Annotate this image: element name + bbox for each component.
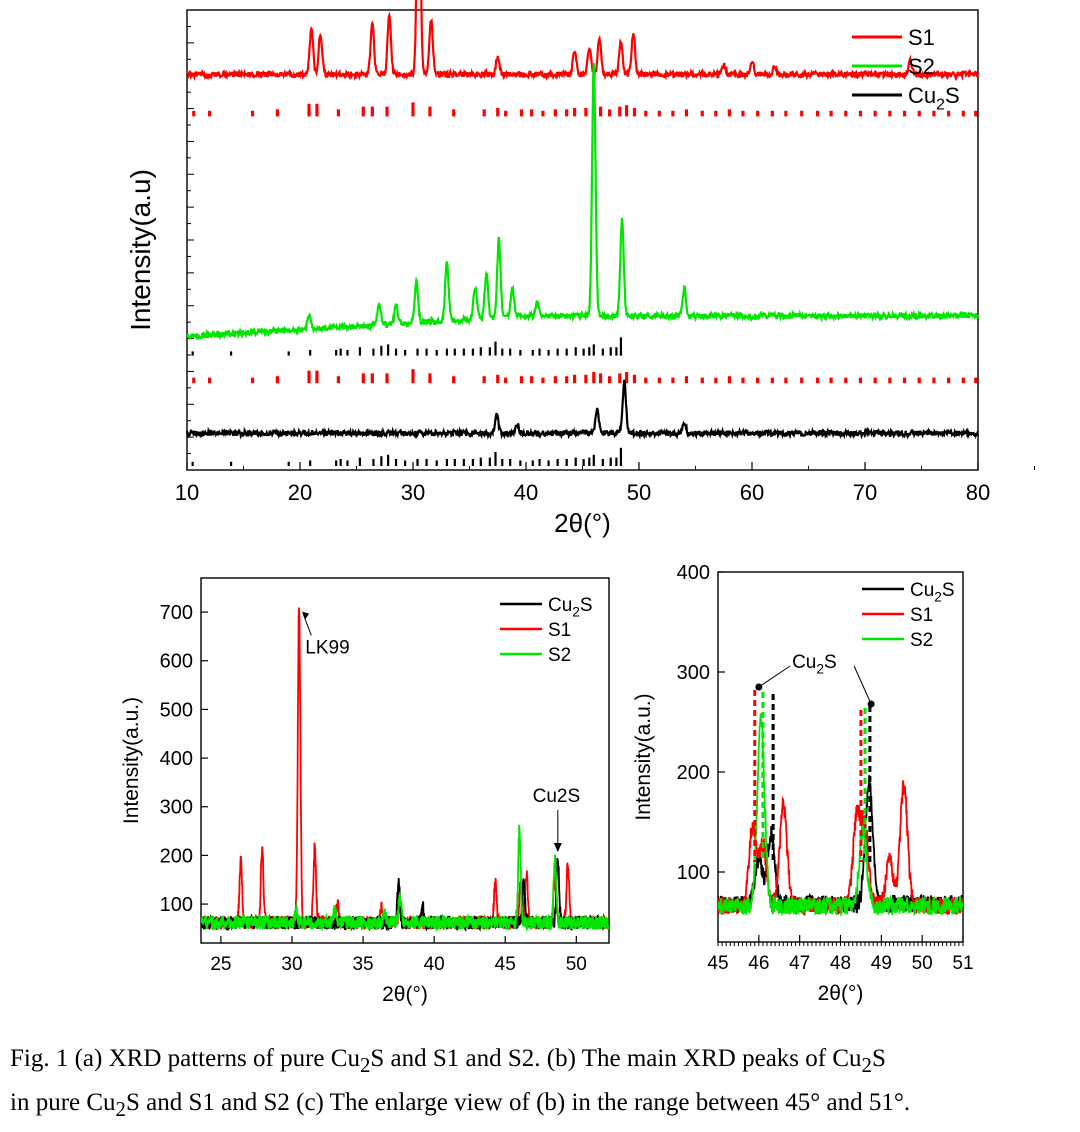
annotation-label-lk99: LK99 — [305, 637, 349, 658]
caption-sub-2: 2 — [861, 1053, 872, 1077]
series-line-S2 — [186, 62, 980, 341]
x-tick-label: 40 — [514, 480, 538, 505]
legend-label-S1: S1 — [910, 605, 933, 626]
series-line-Cu2S — [185, 379, 980, 440]
legend-label-S2: S2 — [908, 54, 935, 79]
x-tick-label: 47 — [789, 953, 810, 974]
x-axis-title: 2θ(°) — [382, 983, 428, 1006]
y-axis-title: Intensity(a.u.) — [120, 697, 143, 824]
caption-text-3: S — [871, 1045, 886, 1072]
x-tick-label: 10 — [175, 480, 199, 505]
caption-text-2: S and S1 and S2. (b) The main XRD peaks … — [370, 1045, 862, 1072]
caption-text-4: in pure Cu — [10, 1089, 116, 1116]
x-axis-title: 2θ(°) — [818, 982, 864, 1005]
x-tick-label: 46 — [748, 953, 769, 974]
y-tick-label: 400 — [677, 562, 710, 584]
annotation-label-cu2s: Cu2S — [792, 652, 837, 677]
series-line-S2 — [201, 824, 609, 933]
y-tick-label: 100 — [677, 862, 710, 884]
legend-label-S2: S2 — [910, 630, 933, 651]
y-tick-label: 300 — [677, 662, 710, 684]
x-tick-label: 35 — [352, 954, 373, 975]
y-axis-title: Intensity(a.u) — [125, 169, 156, 331]
x-tick-label: 49 — [871, 953, 892, 974]
annotation-arrow-0 — [758, 665, 791, 688]
annotation-arrow-1 — [853, 665, 872, 705]
annotation-arrowhead-lk99 — [302, 611, 310, 620]
x-tick-label: 50 — [912, 953, 933, 974]
x-tick-label: 30 — [281, 954, 302, 975]
y-tick-label: 300 — [160, 797, 193, 819]
y-tick-label: 200 — [160, 845, 193, 867]
plot-frame — [200, 577, 610, 944]
panel-a-xrd-patterns: 10 20 30 40 50 60 70 80 2θ(°) Intensity(a.u) S1 S2 C… — [125, 0, 1035, 538]
legend-label-Cu2S: Cu2S — [908, 83, 960, 114]
y-tick-label: 400 — [160, 748, 193, 770]
x-tick-label: 80 — [966, 480, 990, 505]
legend-label-S1: S1 — [908, 25, 935, 50]
caption-text-5: S and S1 and S2 (c) The enlarge view of … — [125, 1089, 911, 1116]
plot-frame — [186, 9, 979, 471]
caption-sub-3: 2 — [115, 1097, 126, 1121]
y-axis-title: Intensity(a.u.) — [632, 693, 655, 820]
y-tick-label: 100 — [160, 894, 193, 916]
x-tick-label: 25 — [210, 954, 231, 975]
x-tick-label: 30 — [401, 480, 425, 505]
x-tick-label: 45 — [495, 954, 516, 975]
caption-sub-1: 2 — [359, 1053, 371, 1077]
annotation-label-cu2s: Cu2S — [533, 786, 581, 807]
legend-label-S2: S2 — [548, 645, 571, 666]
panel-b-main-peaks: 100 200 300 400 500 600 700 25 30 35 40 45 50 2θ(°) In… — [120, 577, 610, 1006]
legend-label-Cu2S: Cu2S — [910, 580, 955, 605]
y-tick-label: 700 — [160, 602, 193, 624]
x-tick-label: 60 — [740, 480, 764, 505]
annotation-arrowhead-cu2s — [553, 842, 562, 852]
legend-label-Cu2S: Cu2S — [548, 595, 593, 620]
x-tick-label: 51 — [952, 953, 973, 974]
series-line-S1 — [186, 0, 979, 82]
annotation-arrowhead-1 — [867, 700, 875, 708]
x-tick-label: 50 — [566, 954, 587, 975]
panel-c-enlarged-view: 100 200 300 400 45 46 47 48 49 50 51 2θ(°) Intensity… — [632, 562, 974, 1005]
y-tick-label: 600 — [160, 651, 193, 673]
y-tick-label: 200 — [677, 762, 710, 784]
x-tick-label: 70 — [853, 480, 877, 505]
figure-caption: Fig. 1 (a) XRD patterns of pure Cu2S and… — [10, 1040, 1075, 1128]
legend-label-S1: S1 — [548, 620, 571, 641]
caption-text-1: Fig. 1 (a) XRD patterns of pure Cu — [10, 1045, 360, 1072]
figure: 10 20 30 40 50 60 70 80 2θ(°) Intensity(a.u) S1 S2 C… — [120, 0, 1035, 1006]
series-line-S2 — [718, 713, 963, 918]
y-tick-label: 500 — [160, 699, 193, 721]
annotation-arrowhead-0 — [755, 683, 763, 691]
x-tick-label: 45 — [707, 953, 728, 974]
x-tick-label: 50 — [627, 480, 651, 505]
x-tick-label: 48 — [830, 953, 851, 974]
x-tick-label: 40 — [424, 954, 445, 975]
x-tick-label: 20 — [288, 480, 312, 505]
x-axis-title: 2θ(°) — [554, 508, 611, 538]
